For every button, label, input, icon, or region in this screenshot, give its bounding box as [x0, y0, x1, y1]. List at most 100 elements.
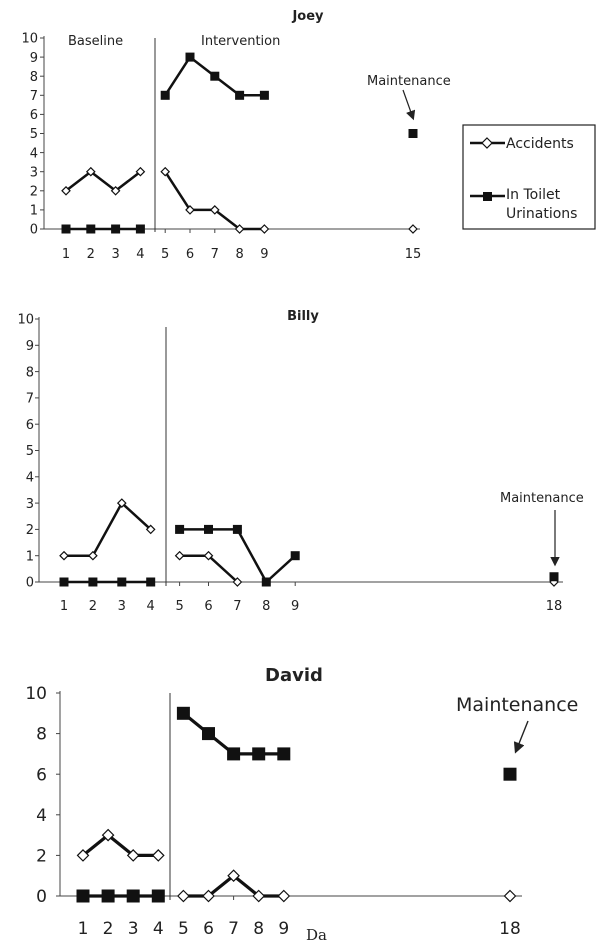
- legend: Accidents In Toilet Urinations: [462, 124, 596, 230]
- accidents-point: [110, 185, 121, 196]
- toilet-point: [235, 90, 245, 100]
- toilet-point: [252, 747, 266, 761]
- x-axis-label: Da: [306, 926, 327, 944]
- maintenance-label: Maintenance: [367, 74, 451, 89]
- accidents-point: [202, 889, 215, 903]
- chart-title: David: [265, 665, 323, 686]
- legend-label-accidents: Accidents: [506, 136, 574, 152]
- y-tick-label: 0: [36, 887, 47, 907]
- y-tick-label: 9: [30, 51, 38, 66]
- y-tick-label: 6: [36, 765, 47, 785]
- accidents-point: [503, 889, 517, 903]
- y-tick-label: 8: [26, 365, 34, 380]
- x-tick-label: 9: [278, 919, 289, 939]
- x-tick-label: 8: [235, 247, 243, 262]
- x-tick-label: 3: [111, 247, 119, 262]
- x-tick-label: 3: [118, 599, 126, 614]
- y-tick-label: 2: [36, 847, 47, 867]
- chart-title: Billy: [287, 309, 319, 324]
- toilet-point: [101, 889, 115, 903]
- toilet-point: [59, 577, 69, 587]
- toilet-point: [135, 224, 145, 234]
- chart-title: Joey: [291, 9, 324, 24]
- accidents-point: [259, 224, 270, 234]
- toilet-point: [259, 90, 269, 100]
- y-tick-label: 6: [26, 418, 34, 433]
- maintenance-arrow: [402, 89, 416, 121]
- x-tick-label: 5: [175, 599, 183, 614]
- accidents-point: [203, 550, 214, 561]
- x-tick-label: 7: [228, 919, 239, 939]
- accidents-line: [65, 170, 142, 193]
- toilet-point: [117, 577, 127, 587]
- y-tick-label: 4: [30, 146, 38, 161]
- x-tick-label: 4: [153, 919, 164, 939]
- legend-label-toilet-2: Urinations: [506, 206, 577, 222]
- toilet-point: [227, 747, 241, 761]
- accidents-point: [174, 550, 185, 561]
- y-tick-label: 5: [30, 127, 38, 142]
- accidents-point: [135, 166, 146, 177]
- toilet-point: [261, 577, 271, 587]
- x-tick-label: 5: [178, 919, 189, 939]
- maintenance-label: Maintenance: [500, 491, 584, 506]
- y-tick-label: 10: [21, 32, 38, 47]
- accidents-point: [116, 498, 127, 508]
- toilet-point: [202, 727, 215, 741]
- toilet-point: [151, 889, 165, 903]
- y-tick-label: 1: [30, 204, 38, 219]
- y-tick-label: 4: [26, 470, 34, 485]
- x-tick-label: 1: [60, 599, 68, 614]
- toilet-point: [204, 524, 213, 534]
- legend-label-toilet-1: In Toilet: [506, 187, 561, 203]
- accidents-point: [209, 205, 220, 215]
- toilet-point: [290, 551, 300, 561]
- accidents-point: [252, 889, 266, 903]
- accidents-line: [64, 501, 152, 557]
- intervention-label: Intervention: [201, 34, 280, 49]
- accidents-point: [61, 185, 71, 196]
- chart-joey: Joey Baseline Intervention Maintenance A…: [21, 9, 596, 262]
- accidents-line: [81, 833, 159, 858]
- toilet-point: [111, 224, 121, 234]
- x-tick-label: 2: [87, 247, 95, 262]
- accidents-point: [126, 849, 140, 862]
- accidents-point: [85, 166, 96, 177]
- toilet-point: [88, 577, 98, 587]
- y-tick-label: 2: [30, 184, 38, 199]
- legend-marker-square: [483, 192, 492, 201]
- y-tick-label: 3: [30, 165, 38, 180]
- y-tick-label: 4: [36, 806, 47, 826]
- toilet-point: [61, 224, 71, 234]
- x-tick-label: 1: [62, 247, 70, 262]
- y-tick-label: 8: [36, 725, 47, 745]
- x-tick-label: 9: [260, 247, 268, 262]
- x-tick-label: 2: [89, 599, 97, 614]
- y-tick-label: 2: [26, 523, 34, 538]
- accidents-point: [177, 889, 190, 903]
- toilet-point: [126, 889, 140, 903]
- toilet-point: [549, 572, 559, 582]
- x-tick-label: 4: [136, 247, 144, 262]
- x-tick-label: 4: [147, 599, 155, 614]
- y-tick-label: 5: [26, 444, 34, 459]
- toilet-point: [160, 90, 170, 100]
- accidents-point: [408, 224, 418, 234]
- accidents-line: [164, 171, 265, 231]
- y-tick-label: 7: [30, 89, 38, 104]
- toilet-point: [185, 52, 195, 62]
- y-tick-label: 3: [26, 497, 34, 512]
- x-tick-label: 8: [253, 919, 264, 939]
- accidents-point: [59, 550, 69, 561]
- maintenance-label: Maintenance: [456, 694, 578, 716]
- toilet-point: [503, 767, 517, 781]
- toilet-point: [408, 129, 418, 138]
- toilet-point: [232, 524, 242, 534]
- chart-billy: Billy Maintenance 0 1 2 3 4 5 6 7 8 9 10 1 2 3 4 5 6 7 8 9 1…: [17, 309, 583, 614]
- baseline-label: Baseline: [68, 34, 123, 49]
- toilet-point: [76, 889, 90, 903]
- toilet-point: [210, 71, 220, 81]
